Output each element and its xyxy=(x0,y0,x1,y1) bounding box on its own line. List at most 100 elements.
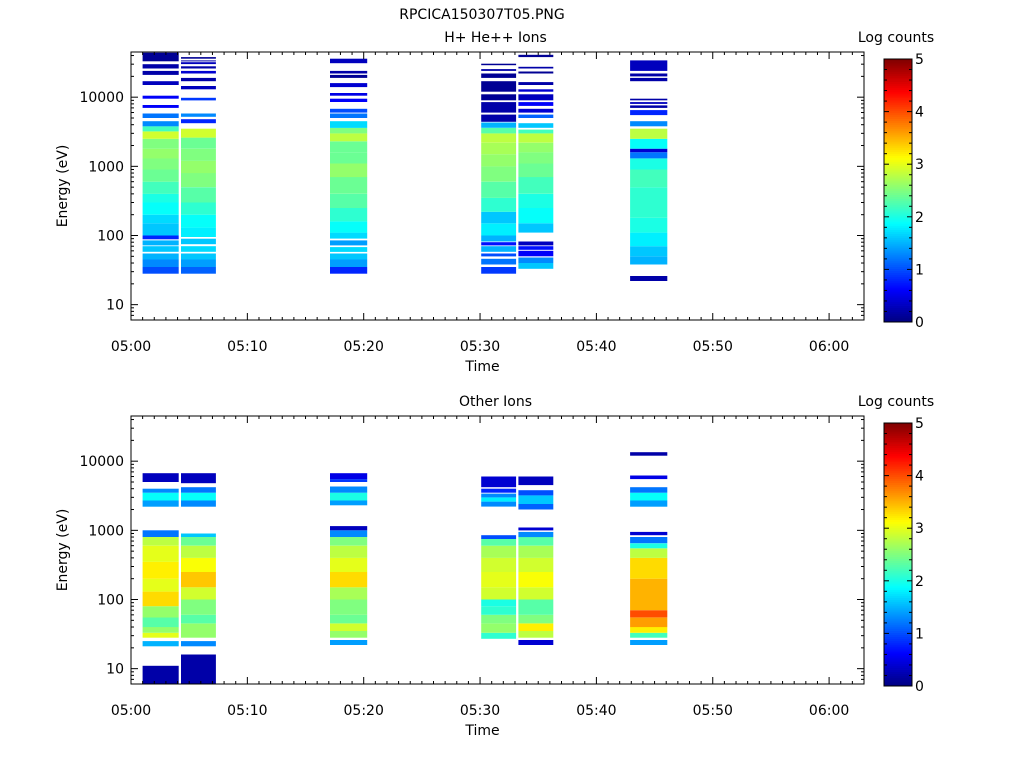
colorbar-swatch xyxy=(884,455,912,459)
colorbar-swatch xyxy=(884,274,912,278)
colorbar-tick-label: 4 xyxy=(915,469,924,485)
y-tick-label: 1000 xyxy=(88,159,124,175)
heatmap-cell xyxy=(630,492,668,501)
heatmap-cell xyxy=(181,545,216,558)
colorbar-swatch xyxy=(884,521,912,525)
heatmap-cell xyxy=(330,221,368,233)
heatmap-cell xyxy=(481,223,517,236)
colorbar-swatch xyxy=(884,104,912,107)
colorbar-swatch xyxy=(884,184,912,187)
colorbar-label: Log counts xyxy=(858,30,934,46)
colorbar-swatch xyxy=(884,492,912,496)
heatmap-cell xyxy=(181,487,216,493)
heatmap-cell xyxy=(518,246,554,250)
colorbar-swatch xyxy=(884,188,912,191)
heatmap-cell xyxy=(330,133,368,142)
colorbar-swatch xyxy=(884,254,912,257)
colorbar-swatch xyxy=(884,248,912,251)
colorbar-swatch xyxy=(884,252,912,255)
colorbar-swatch xyxy=(884,589,912,592)
colorbar-swatch xyxy=(884,122,912,126)
colorbar-swatch xyxy=(884,280,912,284)
heatmap-cell xyxy=(181,654,216,684)
colorbar-swatch xyxy=(884,289,912,292)
heatmap-cell xyxy=(181,187,216,203)
heatmap-cell xyxy=(181,60,216,62)
heatmap-cell xyxy=(630,138,668,149)
colorbar-swatch xyxy=(884,552,912,555)
heatmap-cell xyxy=(142,617,179,628)
colorbar-swatch xyxy=(884,243,912,247)
y-tick-label: 100 xyxy=(97,228,124,244)
heatmap-cell xyxy=(181,587,216,600)
colorbar-swatch xyxy=(884,143,912,146)
heatmap-cell xyxy=(518,177,554,194)
heatmap-cell xyxy=(181,66,216,69)
colorbar-swatch xyxy=(884,591,912,594)
colorbar-swatch xyxy=(884,459,912,463)
heatmap-cell xyxy=(518,640,554,645)
colorbar-swatch xyxy=(884,486,912,490)
colorbar-swatch xyxy=(884,137,912,140)
heatmap-cell xyxy=(518,133,554,143)
colorbar-swatch xyxy=(884,638,912,642)
colorbar-swatch xyxy=(884,612,912,615)
heatmap-cell xyxy=(630,169,668,188)
colorbar-swatch xyxy=(884,527,912,531)
colorbar-swatch xyxy=(884,278,912,282)
colorbar-swatch xyxy=(884,227,912,230)
y-tick-label: 1000 xyxy=(88,523,124,539)
colorbar-swatch xyxy=(884,523,912,527)
colorbar-swatch xyxy=(884,478,912,481)
colorbar-swatch xyxy=(884,295,912,298)
colorbar-swatch xyxy=(884,577,912,580)
colorbar-swatch xyxy=(884,476,912,479)
colorbar-swatch xyxy=(884,200,912,204)
colorbar-swatch xyxy=(884,464,912,467)
heatmap-cell xyxy=(330,177,368,194)
heatmap-cell xyxy=(330,98,368,102)
colorbar-swatch xyxy=(884,186,912,189)
colorbar-swatch xyxy=(884,583,912,586)
colorbar-swatch xyxy=(884,544,912,547)
heatmap-cell xyxy=(142,530,179,537)
heatmap-cell xyxy=(142,591,179,607)
heatmap-cell xyxy=(142,632,179,638)
colorbar-swatch xyxy=(884,118,912,122)
colorbar-swatch xyxy=(884,655,912,658)
colorbar-swatch xyxy=(884,211,912,214)
colorbar-swatch xyxy=(884,198,912,202)
colorbar-swatch xyxy=(884,213,912,216)
colorbar-swatch xyxy=(884,533,912,537)
heatmap-cell xyxy=(481,258,517,265)
colorbar-swatch xyxy=(884,235,912,239)
colorbar-swatch xyxy=(884,480,912,483)
colorbar-swatch xyxy=(884,272,912,276)
heatmap-cell xyxy=(518,94,554,101)
colorbar-swatch xyxy=(884,677,912,681)
colorbar-swatch xyxy=(884,93,912,97)
colorbar-swatch xyxy=(884,439,912,442)
heatmap-cell xyxy=(142,138,179,149)
colorbar-swatch xyxy=(884,496,912,500)
heatmap-cell xyxy=(181,492,216,501)
heatmap-cell xyxy=(142,81,179,85)
colorbar-swatch xyxy=(884,431,912,434)
heatmap-cell xyxy=(330,492,368,501)
heatmap-cell xyxy=(481,497,517,502)
heatmap-cell xyxy=(518,257,554,263)
colorbar-swatch xyxy=(884,558,912,562)
colorbar-swatch xyxy=(884,488,912,492)
heatmap-cell xyxy=(518,163,554,178)
colorbar-swatch xyxy=(884,427,912,430)
colorbar-swatch xyxy=(884,299,912,302)
colorbar: 0 1 2 3 4 5 xyxy=(883,416,924,695)
heatmap-cell xyxy=(630,500,668,507)
heatmap-cell xyxy=(518,250,554,257)
colorbar-swatch xyxy=(884,208,912,212)
heatmap-cell xyxy=(330,93,368,96)
heatmap-cell xyxy=(330,599,368,615)
heatmap-cell xyxy=(181,259,216,267)
colorbar-swatch xyxy=(884,548,912,551)
colorbar-swatch xyxy=(884,642,912,646)
